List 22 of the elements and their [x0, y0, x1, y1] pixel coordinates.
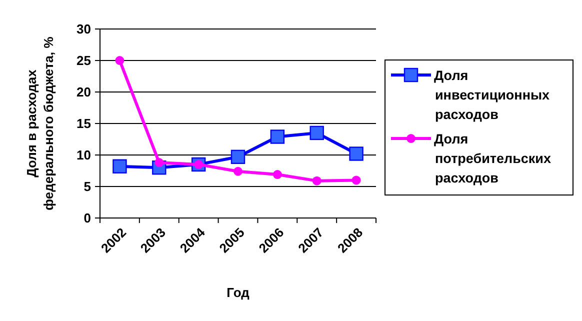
y-axis-title: Доля в расходах федерального бюджета, %: [24, 36, 56, 210]
legend-label: Доля инвестиционных расходов: [434, 68, 550, 122]
point: [115, 56, 124, 65]
point: [154, 158, 164, 168]
y-tick-label: 5: [84, 179, 91, 194]
point: [352, 176, 361, 185]
y-tick-label: 15: [76, 116, 91, 132]
y-tick-label: 20: [76, 84, 91, 100]
point: [272, 170, 282, 180]
point: [349, 146, 364, 161]
x-axis-title: Год: [226, 285, 250, 300]
legend-label: Доля потребительских расходов: [434, 132, 552, 186]
point: [230, 150, 246, 164]
point: [234, 166, 242, 176]
point: [310, 126, 324, 140]
point: [112, 159, 127, 174]
y-tick-label: 30: [76, 22, 91, 37]
y-tick-label: 10: [76, 148, 91, 163]
y-tick-label: 0: [84, 210, 91, 226]
point: [312, 176, 322, 186]
point: [270, 130, 285, 144]
y-tick-label: 25: [76, 53, 91, 68]
